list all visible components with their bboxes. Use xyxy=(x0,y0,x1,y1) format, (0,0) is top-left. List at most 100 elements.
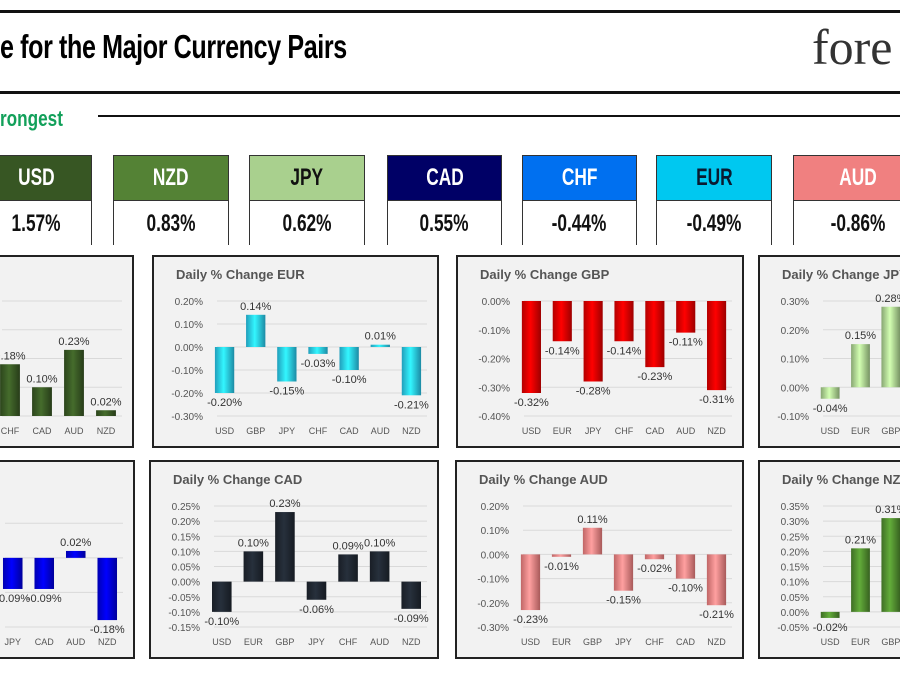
chart-svg: 0.00% -0.10% -0.20% -0.30% -0.40% -0.32% USD -0… xyxy=(478,297,734,436)
currency-change: -0.86% xyxy=(794,201,900,246)
bar-aud xyxy=(370,344,390,347)
bar-eur xyxy=(851,344,870,388)
bar-nzd xyxy=(97,557,118,621)
data-label: 0.10% xyxy=(26,373,57,385)
x-tick-label: CHF xyxy=(339,637,358,647)
currency-change: -0.49% xyxy=(657,201,771,246)
chart-panel: -0.09% JPY -0.09% CAD 0.02% AUD -0.18%NZD xyxy=(0,460,135,659)
x-tick-label: AUD xyxy=(371,426,391,436)
chart-panel: Daily % Change GBP 0.00% -0.10% -0.20% -0.30… xyxy=(456,255,744,448)
data-label: -0.02% xyxy=(813,622,848,634)
bar-nzd xyxy=(706,554,727,606)
x-tick-label: EUR xyxy=(244,637,264,647)
currency-change-text: -0.86% xyxy=(830,209,886,237)
section-rule xyxy=(98,115,900,117)
x-tick-label: JPY xyxy=(308,637,325,647)
bar-chf xyxy=(644,554,665,560)
y-tick-label: 0.00% xyxy=(175,343,203,354)
logo: fore xyxy=(812,19,893,75)
data-label: 0.11% xyxy=(577,514,608,526)
x-tick-label: GBP xyxy=(881,426,900,436)
data-label: 0.02% xyxy=(60,537,91,549)
x-tick-label: EUR xyxy=(552,637,572,647)
bar-chf xyxy=(308,347,328,354)
chart-panel: Daily % Change CAD 0.25% 0.20% 0.15% 0.10% 0.… xyxy=(149,460,439,659)
x-tick-label: NZD xyxy=(97,426,116,436)
currency-code: CAD xyxy=(388,156,501,201)
x-tick-label: GBP xyxy=(881,637,900,647)
chart-title: Daily % Change CAD xyxy=(173,472,303,487)
bar-gbp xyxy=(881,518,900,612)
bar-aud xyxy=(676,301,696,333)
x-tick-label: USD xyxy=(821,426,841,436)
y-tick-label: 0.10% xyxy=(781,578,809,589)
bar-chf xyxy=(338,554,358,582)
bar-jpy xyxy=(2,557,23,589)
x-tick-label: JPY xyxy=(585,426,602,436)
y-tick-label: -0.10% xyxy=(478,326,510,337)
y-tick-label: -0.05% xyxy=(168,593,200,604)
data-label: -0.10% xyxy=(332,374,367,386)
x-tick-label: CAD xyxy=(32,426,52,436)
x-tick-label: USD xyxy=(521,637,541,647)
data-label: -0.15% xyxy=(606,595,641,607)
y-tick-label: 0.05% xyxy=(172,563,200,574)
bar-eur xyxy=(551,554,572,557)
y-tick-label: 0.20% xyxy=(172,517,200,528)
chart-panel: 0.18% CHF 0.10% CAD 0.23% AUD 0.02% NZD xyxy=(0,255,134,448)
data-label: 0.01% xyxy=(365,331,396,343)
y-tick-label: -0.10% xyxy=(477,575,509,586)
currency-change: -0.44% xyxy=(523,201,636,246)
data-label: -0.04% xyxy=(813,403,848,415)
currency-change-text: 0.62% xyxy=(282,209,332,237)
currency-code-text: AUD xyxy=(839,164,877,191)
data-label: 0.31% xyxy=(875,504,900,516)
currency-box-eur: EUR -0.49% xyxy=(656,155,772,246)
header-rule xyxy=(0,91,900,94)
chart-svg: 0.20% 0.10% 0.00% -0.10% -0.20% -0.30% -0.23% U… xyxy=(477,502,734,647)
y-tick-label: 0.10% xyxy=(781,355,809,366)
strongest-label: rongest xyxy=(0,106,63,131)
chart-panel: Daily % Change AUD 0.20% 0.10% 0.00% -0.10% -… xyxy=(455,460,744,659)
x-tick-label: NZD xyxy=(402,426,421,436)
currency-code: CHF xyxy=(523,156,636,201)
data-label: -0.09% xyxy=(0,593,30,605)
bar-jpy xyxy=(277,347,297,382)
bar-gbp xyxy=(881,306,900,388)
bar-gbp xyxy=(246,314,266,347)
bar-cad xyxy=(34,557,55,589)
y-tick-label: 0.30% xyxy=(781,297,809,308)
data-label: -0.11% xyxy=(669,337,703,349)
y-tick-label: -0.10% xyxy=(171,366,203,377)
data-label: -0.28% xyxy=(576,386,611,398)
currency-box-cad: CAD 0.55% xyxy=(387,155,502,246)
bar-eur xyxy=(552,301,572,342)
chart-svg: 0.20% 0.10% 0.00% -0.10% -0.20% -0.30% -0.20% U… xyxy=(171,297,429,436)
data-label: -0.18% xyxy=(90,624,125,636)
x-tick-label: NZD xyxy=(402,637,421,647)
data-label: 0.02% xyxy=(90,396,121,408)
y-tick-label: -0.30% xyxy=(477,623,509,634)
data-label: -0.09% xyxy=(27,593,62,605)
currency-box-usd: USD 1.57% xyxy=(0,155,92,246)
chart-svg: -0.09% JPY -0.09% CAD 0.02% AUD -0.18%NZD xyxy=(0,522,125,647)
currency-change: 1.57% xyxy=(0,201,91,246)
currency-code: USD xyxy=(0,156,91,201)
currency-code: EUR xyxy=(657,156,771,201)
chart-title: Daily % Change AUD xyxy=(479,472,608,487)
bar-eur xyxy=(851,548,870,612)
y-tick-label: -0.40% xyxy=(478,412,510,423)
x-tick-label: CHF xyxy=(645,637,664,647)
y-tick-label: 0.05% xyxy=(781,593,809,604)
y-tick-label: -0.30% xyxy=(478,383,510,394)
x-tick-label: CHF xyxy=(615,426,634,436)
y-tick-label: 0.25% xyxy=(172,502,200,513)
x-tick-label: EUR xyxy=(851,637,871,647)
bar-chf xyxy=(0,364,20,416)
data-label: 0.14% xyxy=(240,301,271,313)
x-tick-label: NZD xyxy=(98,637,117,647)
currency-change: 0.83% xyxy=(114,201,228,246)
bar-cad xyxy=(32,387,52,416)
data-label: -0.03% xyxy=(301,358,336,370)
x-tick-label: AUD xyxy=(66,637,86,647)
